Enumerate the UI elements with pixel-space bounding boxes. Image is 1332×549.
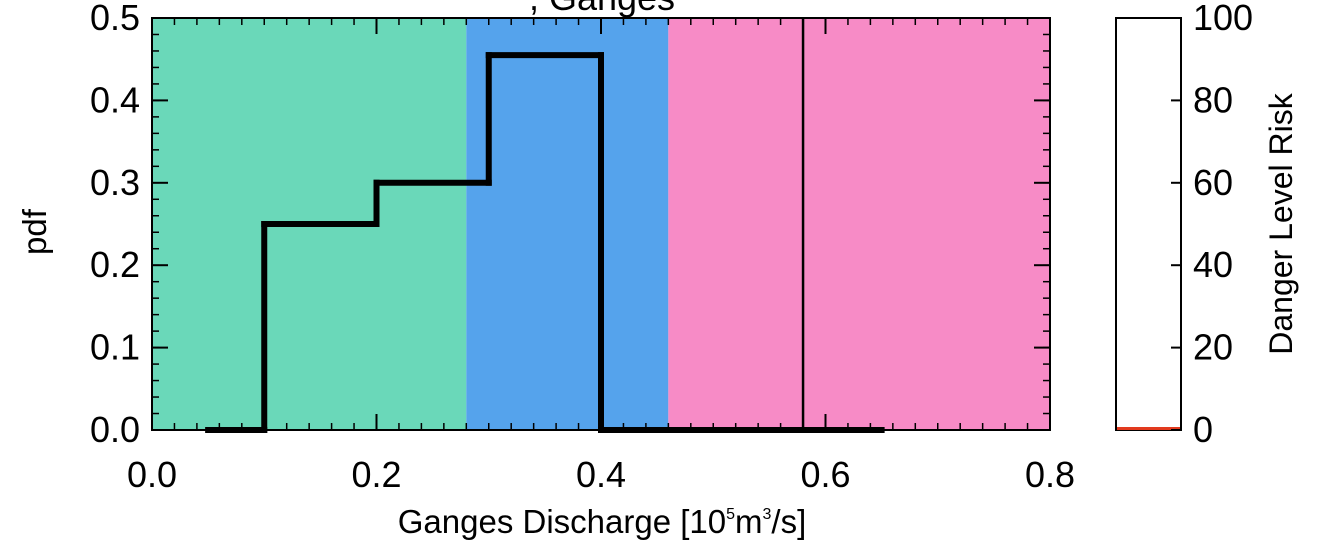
x-tick-label: 0.0	[127, 454, 177, 495]
y-tick-label: 0.2	[90, 244, 140, 285]
chart-title: , Ganges	[529, 0, 675, 18]
category-bands	[152, 18, 1050, 430]
x-tick-label: 0.4	[576, 454, 626, 495]
risk-ticks	[1171, 17, 1181, 431]
x-tick-labels: 0.0 0.2 0.4 0.6 0.8	[127, 454, 1075, 495]
y-tick-label: 0.1	[90, 327, 140, 368]
risk-tick-label: 100	[1193, 0, 1253, 38]
risk-tick-label: 0	[1193, 409, 1213, 450]
band-1	[466, 18, 669, 430]
minor-ticks	[151, 17, 1051, 431]
risk-tick-label: 20	[1193, 327, 1233, 368]
risk-tick-label: 80	[1193, 79, 1233, 120]
plot-frame	[151, 17, 1051, 431]
risk-frame	[1115, 17, 1182, 431]
risk-axis-label: Danger Level Risk	[1263, 92, 1299, 354]
x-axis-label: Ganges Discharge [105m3/s]	[398, 503, 807, 540]
y-tick-label: 0.4	[90, 79, 140, 120]
x-tick-label: 0.8	[1025, 454, 1075, 495]
risk-plot: 0 20 40 60 80 100 Danger Level Risk	[1115, 0, 1299, 450]
y-tick-labels: 0.0 0.1 0.2 0.3 0.4 0.5	[90, 0, 140, 450]
x-tick-label: 0.2	[351, 454, 401, 495]
main-plot: 0.0 0.2 0.4 0.6 0.8 0.0 0.1 0.2 0.3 0.4 0.5 , Gan…	[16, 0, 1075, 540]
risk-tick-label: 60	[1193, 162, 1233, 203]
y-tick-label: 0.0	[90, 409, 140, 450]
risk-bar	[1117, 427, 1180, 430]
band-2	[668, 18, 1050, 430]
y-tick-label: 0.5	[90, 0, 140, 38]
x-tick-label: 0.6	[800, 454, 850, 495]
y-axis-label: pdf	[16, 208, 53, 255]
y-tick-label: 0.3	[90, 162, 140, 203]
risk-tick-label: 40	[1193, 244, 1233, 285]
risk-tick-labels: 0 20 40 60 80 100	[1193, 0, 1253, 450]
